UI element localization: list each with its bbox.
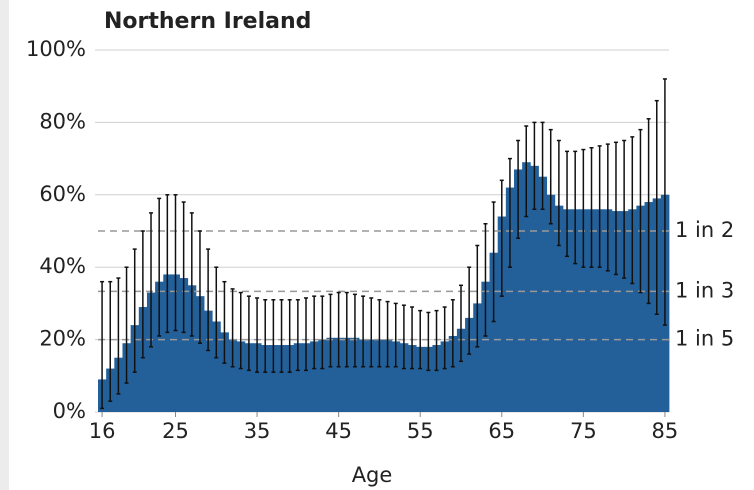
bar xyxy=(220,332,229,412)
bar xyxy=(456,328,466,412)
x-tick-label: 85 xyxy=(652,419,679,443)
bar xyxy=(554,205,564,412)
x-tick-label: 75 xyxy=(570,419,597,443)
bar xyxy=(252,343,262,412)
bar xyxy=(448,335,458,412)
bar xyxy=(636,205,645,412)
bar xyxy=(473,303,482,412)
bar xyxy=(138,307,148,412)
bar xyxy=(375,339,384,412)
x-tick-label: 16 xyxy=(89,419,116,443)
bar xyxy=(244,343,254,412)
bar xyxy=(424,346,433,412)
bar xyxy=(628,209,637,412)
bar xyxy=(285,345,295,412)
y-tick-label: 40% xyxy=(39,254,86,278)
bar xyxy=(407,345,417,412)
bar xyxy=(571,209,580,412)
bar xyxy=(171,274,180,412)
bar xyxy=(195,296,205,412)
bar xyxy=(342,337,352,412)
y-tick-label: 20% xyxy=(39,327,86,351)
y-tick-label: 0% xyxy=(53,399,86,423)
bar xyxy=(236,341,246,412)
bar xyxy=(359,339,368,412)
bar xyxy=(146,292,156,412)
bar xyxy=(334,337,344,412)
bar xyxy=(465,317,474,412)
bar xyxy=(163,274,172,412)
x-axis-label: Age xyxy=(352,463,393,487)
reference-label: 1 in 2 xyxy=(675,218,734,242)
y-tick-label: 100% xyxy=(26,37,86,61)
bar xyxy=(399,343,409,412)
x-tick-label: 45 xyxy=(325,419,352,443)
bar xyxy=(546,194,556,412)
y-tick-label: 60% xyxy=(39,182,86,206)
bar xyxy=(416,346,425,412)
bar xyxy=(603,209,613,412)
bar xyxy=(644,202,654,412)
x-tick-label: 35 xyxy=(244,419,271,443)
bar xyxy=(481,281,490,412)
bar xyxy=(530,165,539,412)
bar xyxy=(522,162,531,412)
chart-title: Northern Ireland xyxy=(104,9,311,34)
bar xyxy=(538,176,548,412)
bar xyxy=(277,345,287,412)
bar xyxy=(318,339,327,412)
bar xyxy=(179,278,189,412)
bar xyxy=(497,216,507,412)
bar xyxy=(587,209,596,412)
bar xyxy=(228,339,238,412)
x-tick-label: 65 xyxy=(488,419,515,443)
bar xyxy=(440,341,450,412)
bar xyxy=(212,321,221,412)
x-tick-label: 55 xyxy=(407,419,434,443)
bar xyxy=(489,252,499,412)
bar xyxy=(204,310,213,412)
side-strip xyxy=(0,0,9,490)
bar xyxy=(611,211,621,412)
bar xyxy=(301,343,311,412)
reference-label: 1 in 3 xyxy=(675,278,734,302)
bar xyxy=(155,281,164,412)
bar xyxy=(269,345,278,412)
reference-label: 1 in 5 xyxy=(675,327,734,351)
bar xyxy=(293,343,303,412)
bar xyxy=(367,339,376,412)
bar xyxy=(187,285,197,412)
bar xyxy=(505,187,515,412)
bar xyxy=(383,339,393,412)
bar xyxy=(350,337,360,412)
x-tick-label: 25 xyxy=(162,419,189,443)
bar xyxy=(310,341,319,412)
bar xyxy=(432,345,441,412)
bar xyxy=(391,341,401,412)
bar xyxy=(562,209,572,412)
y-tick-label: 80% xyxy=(39,109,86,133)
bar xyxy=(620,211,629,412)
bar xyxy=(595,209,605,412)
bar xyxy=(579,209,588,412)
bar xyxy=(261,345,270,412)
bar xyxy=(326,337,335,412)
